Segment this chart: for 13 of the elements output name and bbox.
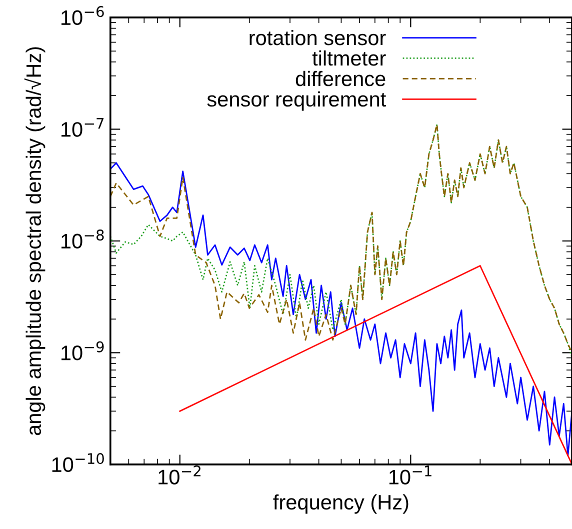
legend-label: rotation sensor — [250, 30, 386, 46]
x-axis-title: frequency (Hz) — [273, 494, 408, 514]
legend-label: sensor requirement — [207, 91, 386, 111]
y-tick-label: 10$^{−8}$ — [62, 230, 104, 249]
y-tick-label: 10$^{−6}$ — [62, 6, 104, 26]
legend-label: tiltmeter — [312, 50, 386, 66]
x-tick-label: 10$^{−1}$ — [389, 466, 432, 484]
x-tick-label: 10$^{−2}$ — [158, 465, 200, 484]
y-tick-label: 10$^{−7}$ — [62, 118, 104, 137]
y-axis-title: angle amplitude spectral density (rad/√Hz) — [24, 47, 46, 436]
y-tick-label: 10$^{−9}$ — [62, 341, 104, 360]
legend-label: difference — [296, 70, 386, 86]
y-tick-label: 10$^{−10}$ — [52, 453, 104, 472]
